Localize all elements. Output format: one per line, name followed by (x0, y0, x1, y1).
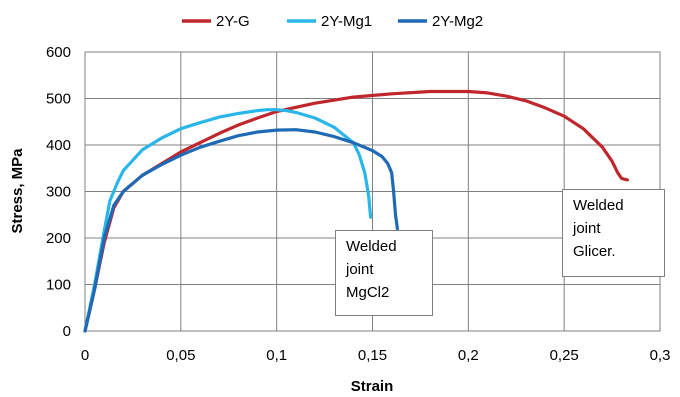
x-tick-label: 0,05 (166, 347, 195, 364)
x-axis-title: Strain (351, 378, 394, 395)
annotation-line: Welded (346, 238, 397, 255)
series-line-3 (83, 128, 399, 333)
legend-label: 2Y-G (216, 13, 250, 30)
x-tick-labels: 0 0,05 0,1 0,15 0,2 0,25 0,3 (81, 347, 671, 364)
y-tick-label: 100 (46, 277, 71, 294)
x-tick-label: 0,1 (266, 347, 287, 364)
legend: 2Y-G 2Y-Mg1 2Y-Mg2 (182, 13, 483, 30)
annotation-line: joint (346, 261, 374, 278)
y-axis-title: Stress, MPa (9, 148, 26, 234)
y-tick-label: 300 (46, 184, 71, 201)
x-tick-label: 0,2 (458, 347, 479, 364)
x-tick-label: 0,3 (650, 347, 671, 364)
annotation-line: Glicer. (573, 243, 616, 260)
y-tick-label: 500 (46, 91, 71, 108)
x-tick-label: 0,25 (550, 347, 579, 364)
annotation-line: Welded (573, 197, 624, 214)
y-tick-label: 200 (46, 230, 71, 247)
x-tick-label: 0,15 (358, 347, 387, 364)
annotation-line: MgCl2 (346, 284, 390, 301)
annotation-line: joint (573, 220, 601, 237)
legend-label: 2Y-Mg2 (432, 13, 483, 30)
annotation-mgcl2: Welded joint MgCl2 (335, 230, 433, 316)
y-tick-label: 600 (46, 44, 71, 61)
y-tick-labels: 0 100 200 300 400 500 600 (46, 44, 71, 340)
y-tick-label: 0 (63, 323, 71, 340)
series-lines (83, 89, 629, 333)
x-tick-label: 0 (81, 347, 89, 364)
legend-label: 2Y-Mg1 (321, 13, 372, 30)
y-tick-label: 400 (46, 137, 71, 154)
annotation-glicer: Welded joint Glicer. (562, 189, 665, 277)
